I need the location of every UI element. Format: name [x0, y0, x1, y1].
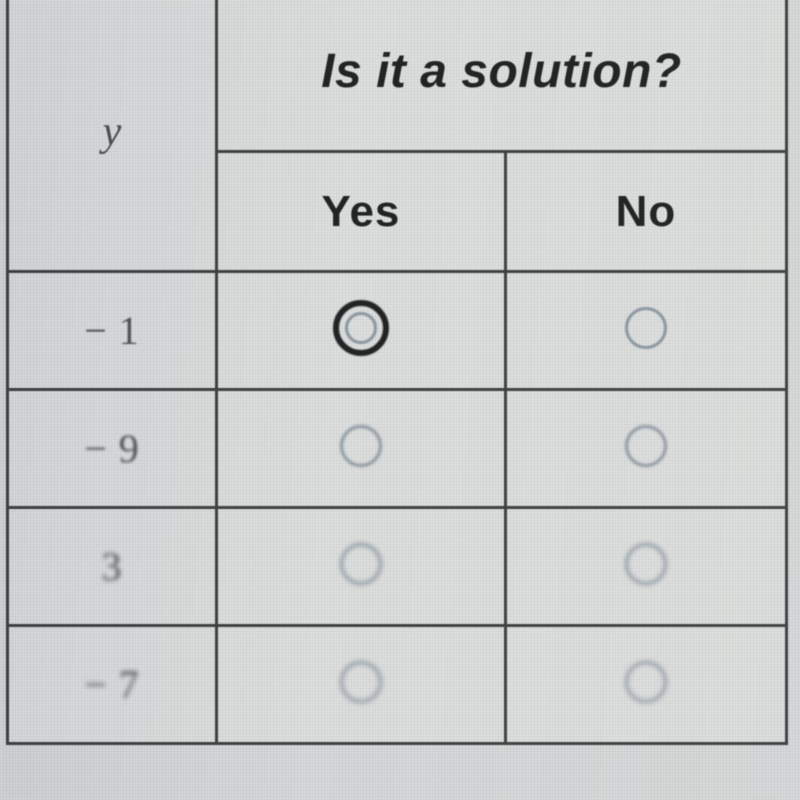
radio-no[interactable]: [625, 307, 667, 349]
radio-yes[interactable]: [340, 543, 382, 585]
value-text: − 1: [84, 308, 140, 353]
no-cell: [505, 272, 786, 390]
solution-table: y Is it a solution? Yes No − 1 − 9: [6, 0, 788, 745]
variable-label: y: [103, 109, 122, 155]
value-text: 3: [101, 544, 122, 589]
yes-cell: [216, 390, 505, 508]
table-row: − 7: [8, 626, 787, 744]
table-row: − 9: [8, 390, 787, 508]
yes-label: Yes: [322, 187, 401, 236]
question-header: Is it a solution?: [216, 0, 786, 152]
no-header: No: [505, 152, 786, 272]
radio-yes[interactable]: [333, 300, 389, 356]
value-cell: − 1: [8, 272, 217, 390]
no-cell: [505, 390, 786, 508]
header-row-1: y Is it a solution?: [8, 0, 787, 152]
radio-no[interactable]: [625, 425, 667, 467]
radio-yes[interactable]: [340, 425, 382, 467]
yes-header: Yes: [216, 152, 505, 272]
value-text: − 7: [84, 662, 140, 707]
variable-header: y: [8, 0, 217, 272]
no-cell: [505, 626, 786, 744]
table-row: − 1: [8, 272, 787, 390]
yes-cell: [216, 272, 505, 390]
value-cell: − 7: [8, 626, 217, 744]
table-row: 3: [8, 508, 787, 626]
value-cell: − 9: [8, 390, 217, 508]
value-text: − 9: [84, 426, 140, 471]
value-cell: 3: [8, 508, 217, 626]
no-cell: [505, 508, 786, 626]
yes-cell: [216, 508, 505, 626]
yes-cell: [216, 626, 505, 744]
no-label: No: [616, 187, 677, 236]
question-text: Is it a solution?: [321, 45, 682, 98]
radio-yes[interactable]: [340, 661, 382, 703]
radio-no[interactable]: [625, 661, 667, 703]
radio-no[interactable]: [625, 543, 667, 585]
